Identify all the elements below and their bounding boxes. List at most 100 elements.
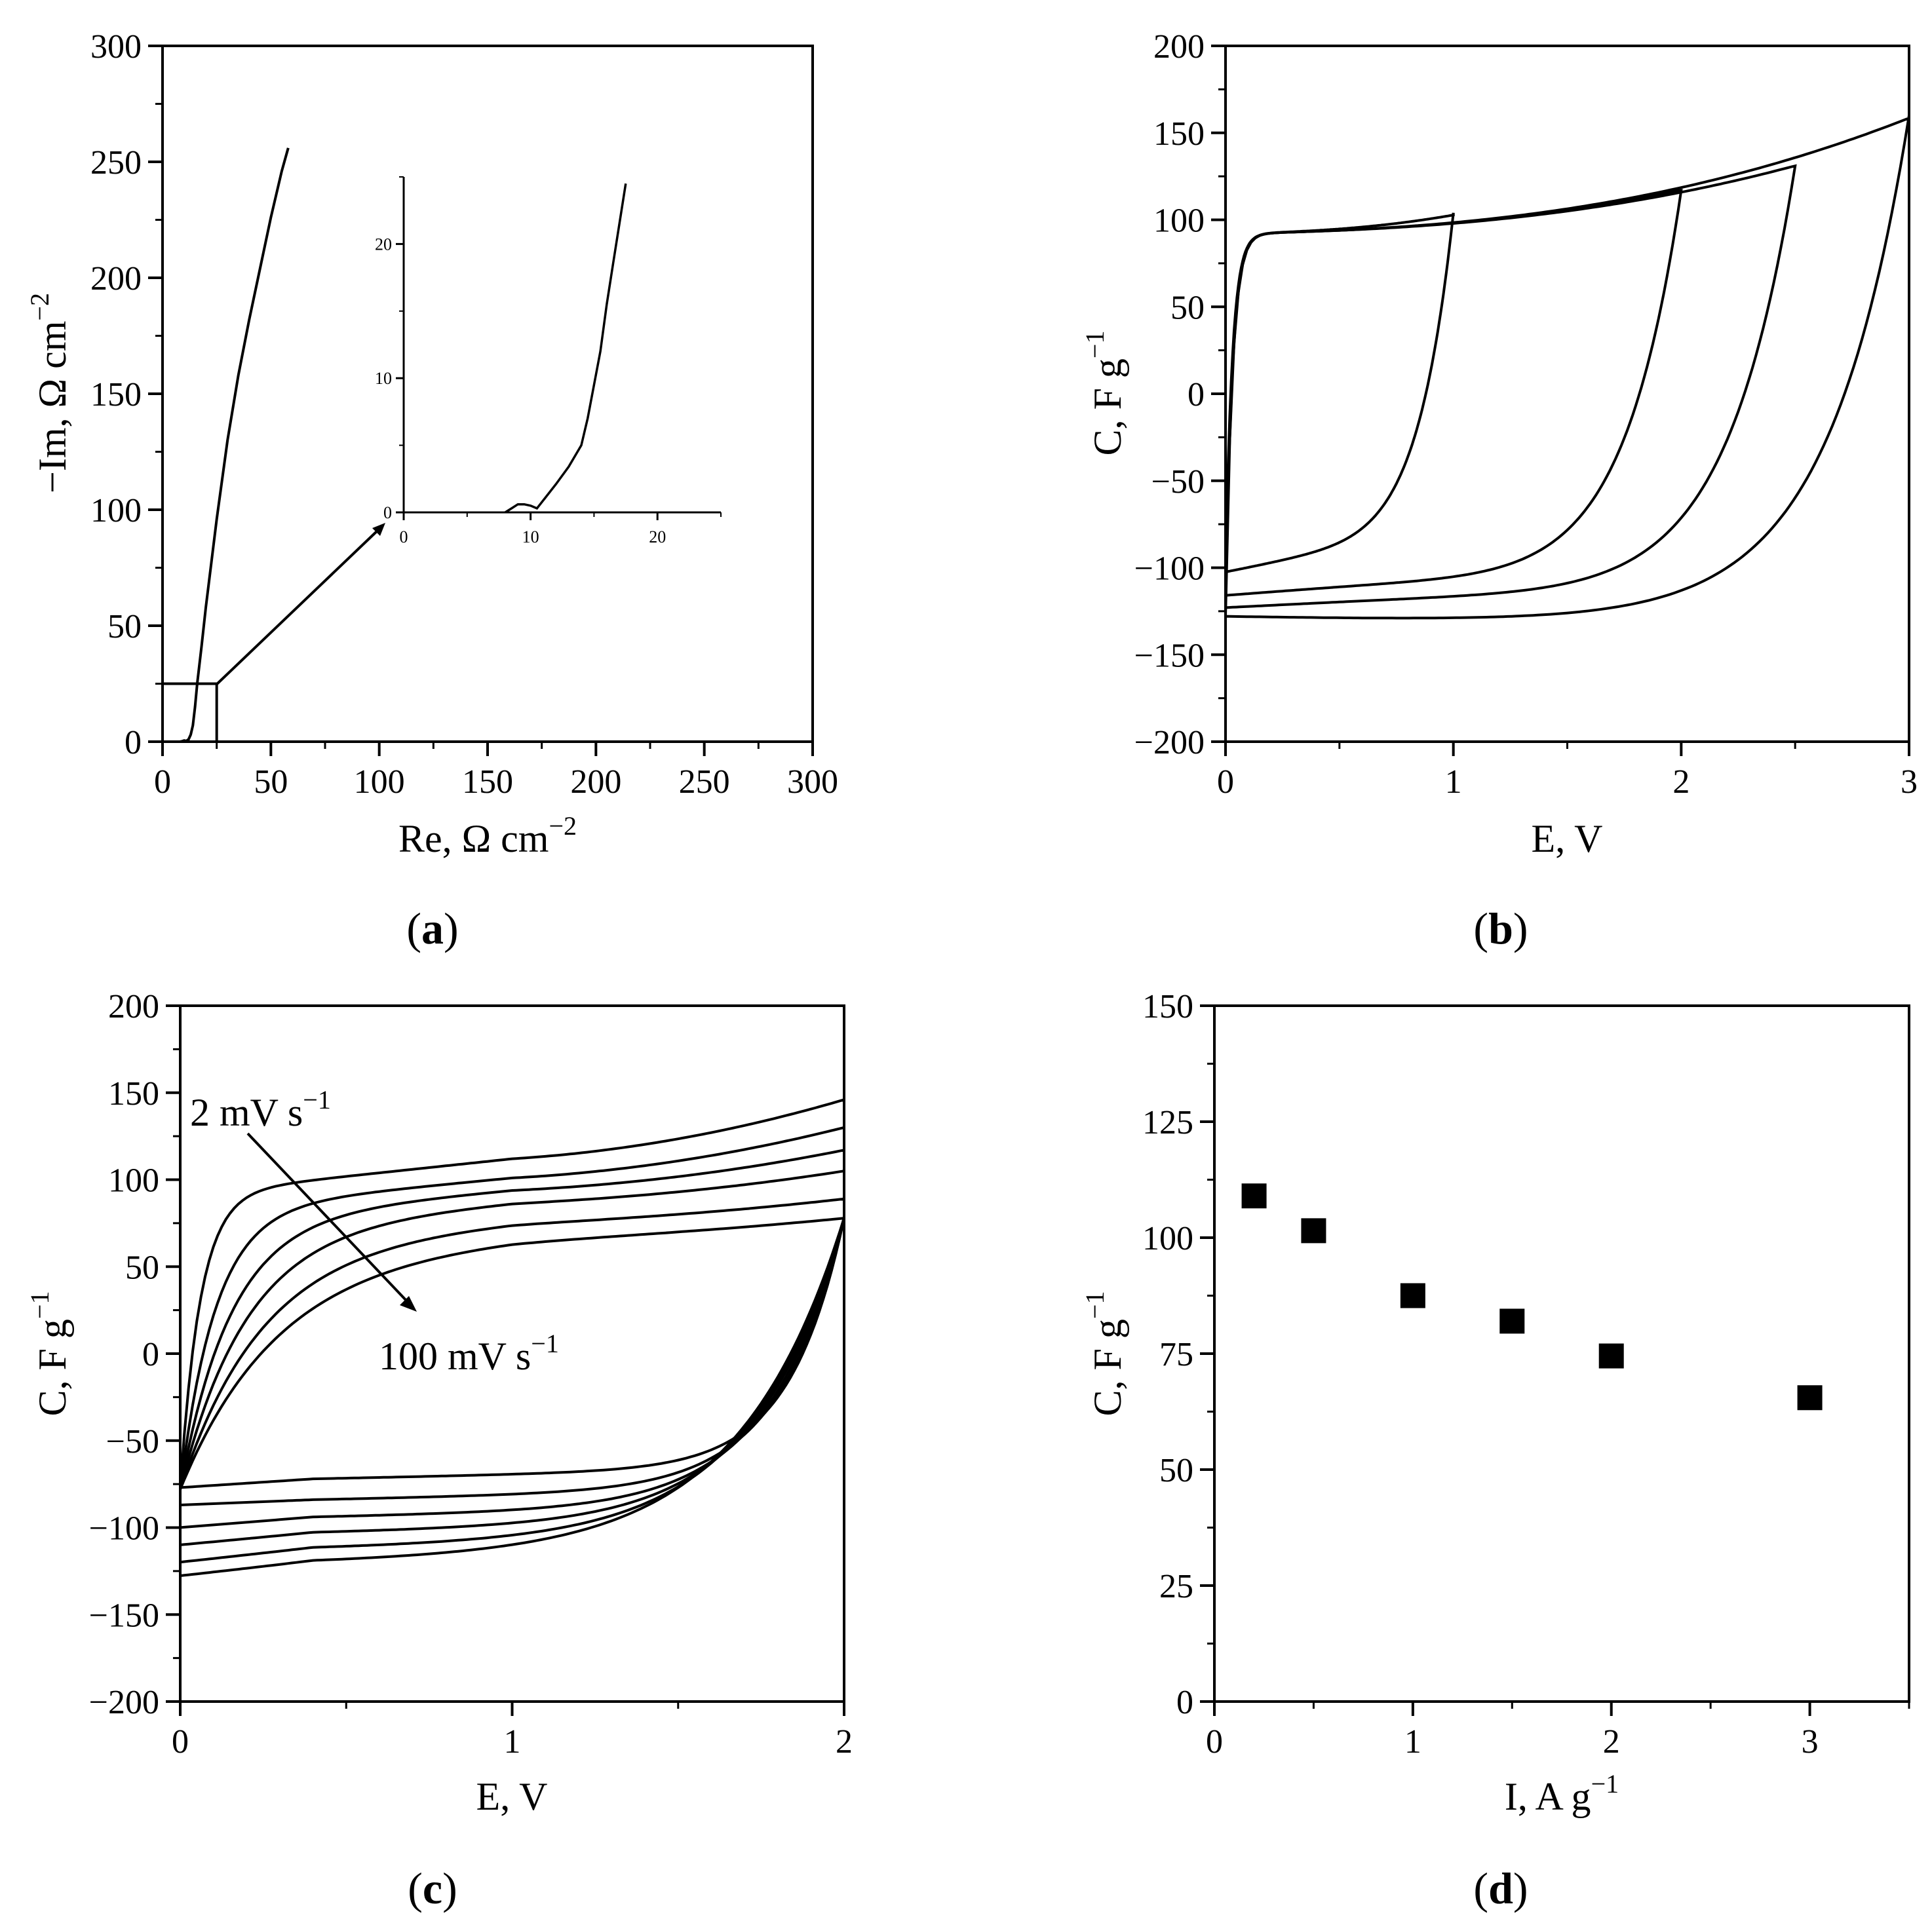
ytick-label: 200 (1153, 28, 1205, 66)
ytick-label: 200 (90, 260, 142, 297)
ytick-label: 50 (125, 1249, 159, 1286)
panel-a-zoom-arrow (215, 528, 380, 686)
panel-c: −200 −150 −100 −50 0 50 100 150 200 0 1 2 2 mV s−1… (25, 988, 853, 1913)
panel-b-xlabel: E, V (1532, 817, 1603, 860)
xtick-label: 200 (570, 763, 621, 801)
zoom-box-outline (163, 682, 218, 742)
xtick-label: 1 (504, 1723, 521, 1761)
ytick-label: 150 (1142, 988, 1193, 1025)
inset-nyquist-line (504, 183, 627, 514)
inset-xtick-label: 0 (400, 527, 408, 546)
annotation-100mv: 100 mV s−1 (379, 1329, 559, 1378)
panel-b-frame (1224, 45, 1910, 743)
inset-series (504, 183, 627, 514)
ytick-label: −100 (89, 1510, 159, 1548)
panel-b-ylabel: C, F g−1 (1080, 331, 1129, 456)
xtick-label: 100 (354, 763, 405, 801)
xtick-label: 0 (1206, 1723, 1223, 1761)
cv-curve (179, 1197, 845, 1506)
panel-c-label: (c) (408, 1863, 457, 1913)
panel-c-ylabel: C, F g−1 (25, 1291, 74, 1417)
panel-a-frame (161, 45, 814, 743)
ytick-label: 100 (1142, 1220, 1193, 1257)
panel-a-xlabel: Re, Ω cm−2 (398, 811, 577, 860)
data-point (1301, 1218, 1326, 1244)
panel-b-label: (b) (1473, 904, 1528, 953)
panel-c-xlabel: E, V (476, 1775, 548, 1818)
ytick-label: 100 (108, 1162, 159, 1200)
inset-xtick-label: 20 (649, 527, 666, 546)
xtick-label: 3 (1901, 763, 1918, 801)
panel-d-label: (d) (1473, 1863, 1528, 1913)
xtick-label: 300 (787, 763, 838, 801)
ytick-label: 0 (1176, 1684, 1193, 1721)
scan-rate-arrow (246, 1132, 408, 1302)
inset-ticks: 0 10 20 0 10 20 (375, 176, 722, 546)
inset-ytick-label: 20 (375, 235, 392, 254)
data-point (1400, 1283, 1425, 1308)
xtick-label: 2 (836, 1723, 853, 1761)
cv-curve (179, 1169, 845, 1529)
data-point (1241, 1183, 1267, 1209)
data-point (1598, 1343, 1624, 1369)
xtick-label: 50 (254, 763, 288, 801)
ytick-label: 50 (107, 608, 142, 645)
xtick-label: 2 (1672, 763, 1690, 801)
xtick-label: 1 (1445, 763, 1462, 801)
panel-d-ylabel: C, F g−1 (1080, 1291, 1129, 1417)
inset-xtick-label: 10 (522, 527, 539, 546)
inset-ytick-label: 0 (383, 503, 392, 522)
xtick-label: 0 (154, 763, 171, 801)
ytick-label: −50 (106, 1423, 159, 1460)
xtick-label: 150 (462, 763, 513, 801)
panel-b: −200 −150 −100 −50 0 50 100 150 200 0 1 2 3 E, V C,… (1080, 28, 1918, 953)
data-point (1499, 1308, 1525, 1334)
panel-b-xticks: 0 1 2 3 (1217, 742, 1918, 801)
ytick-label: −200 (1134, 724, 1205, 761)
xtick-label: 3 (1802, 1723, 1819, 1761)
ytick-label: 250 (90, 144, 142, 181)
xtick-label: 2 (1603, 1723, 1620, 1761)
ytick-label: 50 (1170, 289, 1205, 326)
xtick-label: 0 (172, 1723, 189, 1761)
panel-d-xticks: 0 1 2 3 (1206, 1702, 1910, 1761)
panel-a-zoom-box (163, 682, 218, 742)
ytick-label: 0 (142, 1336, 159, 1373)
data-point (1797, 1385, 1823, 1411)
panel-a-ylabel: −Im, Ω cm−2 (25, 293, 74, 493)
panel-d-series (1241, 1183, 1823, 1411)
ytick-label: −200 (89, 1684, 159, 1721)
ytick-label: 0 (1188, 376, 1205, 413)
panel-b-series (1224, 115, 1910, 620)
ytick-label: −50 (1151, 463, 1205, 501)
panel-a-label: (a) (406, 904, 458, 953)
scan-rate-arrowhead (400, 1296, 417, 1312)
panel-d-yticks: 0 25 50 75 100 125 150 (1142, 988, 1214, 1721)
ytick-label: 300 (90, 28, 142, 66)
panel-a-zoom-arrowhead (372, 523, 385, 536)
ytick-label: −150 (1134, 637, 1205, 674)
ytick-label: 150 (90, 376, 142, 413)
ytick-label: −150 (89, 1597, 159, 1634)
panel-c-yticks: −200 −150 −100 −50 0 50 100 150 200 (89, 988, 180, 1721)
panel-c-xticks: 0 1 2 (172, 1702, 853, 1761)
cv-loop (1224, 189, 1683, 597)
panel-b-yticks: −200 −150 −100 −50 0 50 100 150 200 (1134, 28, 1226, 761)
cv-loop (1224, 212, 1455, 573)
panel-a-xticks: 0 50 100 150 200 250 300 (154, 742, 838, 801)
ytick-label: 50 (1159, 1452, 1193, 1489)
annotation-2mv: 2 mV s−1 (190, 1085, 331, 1134)
ytick-label: −100 (1134, 550, 1205, 588)
ytick-label: 150 (1153, 115, 1205, 153)
ytick-label: 200 (108, 988, 159, 1025)
ytick-label: 25 (1159, 1568, 1193, 1605)
panel-c-series (179, 1097, 845, 1577)
panel-a-series (180, 147, 290, 743)
nyquist-line (180, 147, 290, 743)
ytick-label: 0 (125, 724, 142, 761)
ytick-label: 75 (1159, 1336, 1193, 1373)
panel-a-yticks: 0 50 100 150 200 250 300 (90, 28, 163, 761)
panel-d-xlabel: I, A g−1 (1505, 1769, 1619, 1818)
